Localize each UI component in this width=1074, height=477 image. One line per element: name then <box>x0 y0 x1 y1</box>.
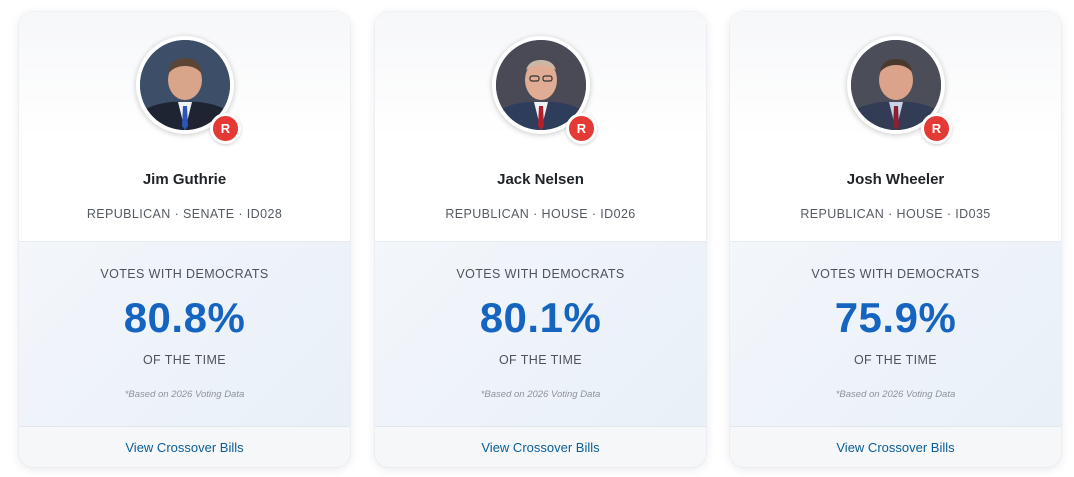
data-note: *Based on 2026 Voting Data <box>480 389 601 400</box>
card-header: R Josh Wheeler REPUBLICAN · HOUSE · ID03… <box>730 12 1061 242</box>
card-header: R Jim Guthrie REPUBLICAN · SENATE · ID02… <box>19 12 350 242</box>
view-crossover-bills-link[interactable]: View Crossover Bills <box>125 440 244 455</box>
stat-label: VOTES WITH DEMOCRATS <box>811 267 980 281</box>
stat-suffix: OF THE TIME <box>498 353 583 367</box>
portrait-photo <box>496 40 586 130</box>
avatar-wrap: R <box>847 36 952 144</box>
avatar <box>136 36 234 134</box>
stat-value: 75.9% <box>834 294 957 341</box>
avatar <box>847 36 945 134</box>
legislator-card: R Josh Wheeler REPUBLICAN · HOUSE · ID03… <box>730 12 1061 467</box>
party-badge: R <box>566 113 597 144</box>
data-note: *Based on 2026 Voting Data <box>835 389 956 400</box>
portrait-photo <box>851 40 941 130</box>
avatar <box>492 36 590 134</box>
legislator-meta: REPUBLICAN · SENATE · ID028 <box>86 207 283 221</box>
card-footer: View Crossover Bills <box>19 426 350 467</box>
card-header: R Jack Nelsen REPUBLICAN · HOUSE · ID026 <box>375 12 706 242</box>
avatar-wrap: R <box>492 36 597 144</box>
legislator-name: Josh Wheeler <box>846 171 945 188</box>
data-note: *Based on 2026 Voting Data <box>124 389 245 400</box>
stat-label: VOTES WITH DEMOCRATS <box>100 267 269 281</box>
stat-suffix: OF THE TIME <box>142 353 227 367</box>
legislator-meta: REPUBLICAN · HOUSE · ID026 <box>445 207 636 221</box>
legislator-name: Jim Guthrie <box>142 171 227 188</box>
legislator-meta: REPUBLICAN · HOUSE · ID035 <box>800 207 991 221</box>
legislator-card: R Jim Guthrie REPUBLICAN · SENATE · ID02… <box>19 12 350 467</box>
stats-panel: VOTES WITH DEMOCRATS 75.9% OF THE TIME *… <box>730 242 1061 426</box>
stat-suffix: OF THE TIME <box>853 353 938 367</box>
legislator-name: Jack Nelsen <box>497 171 584 188</box>
legislator-card: R Jack Nelsen REPUBLICAN · HOUSE · ID026… <box>375 12 706 467</box>
legislator-cards: R Jim Guthrie REPUBLICAN · SENATE · ID02… <box>19 12 1061 467</box>
avatar-wrap: R <box>136 36 241 144</box>
stats-panel: VOTES WITH DEMOCRATS 80.1% OF THE TIME *… <box>375 242 706 426</box>
stat-value: 80.1% <box>479 294 602 341</box>
stat-label: VOTES WITH DEMOCRATS <box>456 267 625 281</box>
stat-value: 80.8% <box>123 294 246 341</box>
party-badge: R <box>210 113 241 144</box>
stats-panel: VOTES WITH DEMOCRATS 80.8% OF THE TIME *… <box>19 242 350 426</box>
card-footer: View Crossover Bills <box>375 426 706 467</box>
view-crossover-bills-link[interactable]: View Crossover Bills <box>836 440 955 455</box>
party-badge: R <box>921 113 952 144</box>
view-crossover-bills-link[interactable]: View Crossover Bills <box>481 440 600 455</box>
portrait-photo <box>140 40 230 130</box>
card-footer: View Crossover Bills <box>730 426 1061 467</box>
